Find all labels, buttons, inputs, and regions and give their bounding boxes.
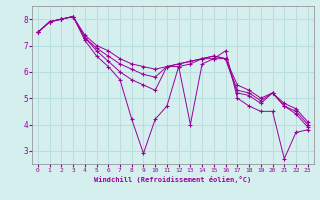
X-axis label: Windchill (Refroidissement éolien,°C): Windchill (Refroidissement éolien,°C) — [94, 176, 252, 183]
